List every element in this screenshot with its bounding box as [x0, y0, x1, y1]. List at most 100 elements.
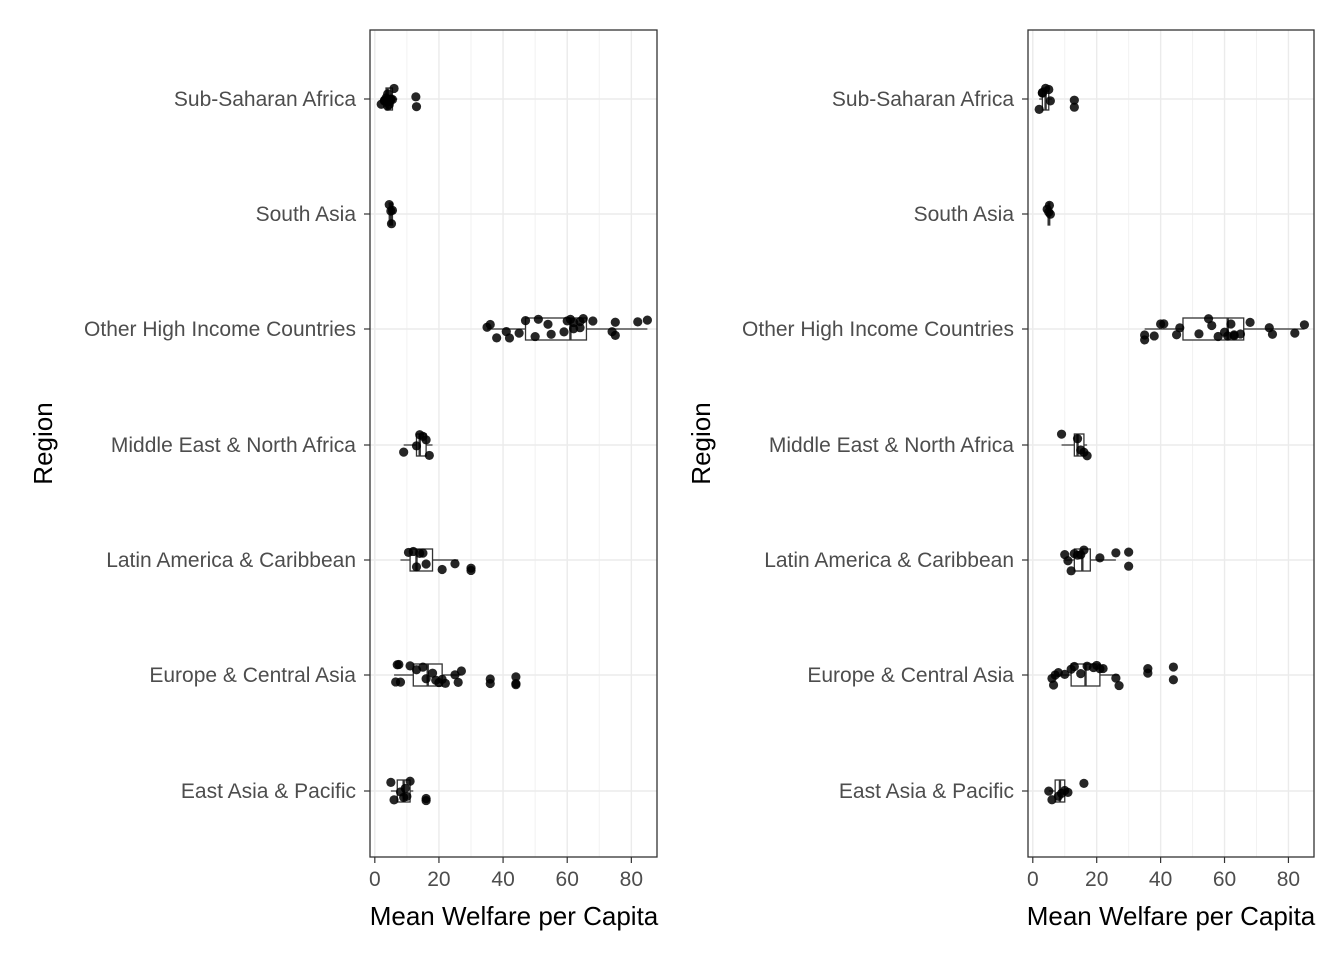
data-point [546, 329, 556, 339]
data-point [411, 441, 422, 451]
data-point [633, 317, 643, 327]
data-point [543, 319, 553, 329]
data-point [418, 548, 428, 558]
y-tick-label: South Asia [914, 203, 1015, 226]
data-point [1063, 787, 1073, 797]
data-point [411, 102, 422, 112]
y-tick-label: South Asia [256, 203, 357, 226]
data-point [386, 777, 396, 787]
data-point [1044, 786, 1054, 796]
data-point [1143, 668, 1153, 678]
x-tick-label: 20 [427, 868, 450, 891]
x-axis-title: Mean Welfare per Capita [1027, 901, 1316, 931]
data-point [1226, 319, 1236, 329]
data-point [1044, 200, 1055, 210]
y-tick-label: Sub-Saharan Africa [174, 88, 356, 111]
data-point [389, 795, 399, 805]
plot-panel [1028, 30, 1314, 857]
x-tick-label: 60 [1213, 868, 1236, 891]
data-point [1048, 680, 1059, 690]
x-axis-title: Mean Welfare per Capita [370, 901, 659, 931]
y-tick-label: Sub-Saharan Africa [832, 88, 1014, 111]
data-point [384, 96, 394, 107]
data-point [578, 313, 588, 324]
data-point [1079, 778, 1089, 788]
data-point [1066, 566, 1076, 576]
data-point [1082, 451, 1092, 461]
data-point [440, 678, 450, 688]
data-point [402, 791, 412, 802]
data-point [1076, 668, 1086, 679]
data-point [1069, 102, 1079, 112]
x-tick-label: 20 [1085, 868, 1108, 891]
data-point [520, 316, 531, 326]
data-point [1069, 661, 1079, 672]
data-point [1114, 680, 1124, 691]
data-point [485, 319, 495, 330]
data-point [389, 83, 399, 94]
data-point [485, 674, 495, 684]
data-point [1171, 330, 1182, 340]
data-point [1044, 84, 1054, 95]
data-point [437, 564, 447, 575]
data-point [421, 795, 431, 806]
x-tick-label: 40 [1149, 868, 1172, 891]
x-tick-label: 80 [620, 868, 643, 891]
data-point [1290, 328, 1300, 338]
data-point [1079, 545, 1089, 555]
data-point [1207, 320, 1217, 331]
panel-1: 0 20 40 60 80 Sub-Saharan Africa South Asia Oth… [28, 29, 659, 931]
data-point [511, 678, 521, 689]
data-point [421, 674, 431, 684]
data-point [504, 333, 515, 343]
data-point [511, 672, 521, 682]
data-point [559, 327, 569, 337]
y-tick-label: Europe & Central Asia [807, 664, 1014, 687]
data-point [450, 559, 460, 569]
data-point [399, 447, 409, 457]
data-point [1124, 561, 1134, 571]
x-tick-label: 0 [369, 868, 381, 891]
data-point [400, 783, 410, 793]
data-point [418, 662, 428, 672]
x-tick-label: 60 [556, 868, 579, 891]
x-tick-label: 80 [1277, 868, 1300, 891]
data-point [421, 435, 431, 445]
data-point [1095, 553, 1105, 563]
data-point [1111, 548, 1121, 558]
data-point [1045, 96, 1055, 106]
data-point [1060, 669, 1070, 679]
data-point [1149, 331, 1159, 341]
data-point [1168, 675, 1178, 685]
data-point [1124, 547, 1134, 557]
box-3 [1073, 433, 1085, 457]
data-point [492, 333, 502, 343]
data-point [386, 219, 397, 229]
data-point [1175, 323, 1185, 333]
data-point [1072, 434, 1083, 444]
data-point [530, 331, 540, 342]
y-axis-title: Region [686, 402, 716, 484]
y-tick-label: Latin America & Caribbean [764, 549, 1014, 572]
data-point [411, 92, 421, 102]
x-tick-label: 0 [1027, 868, 1039, 891]
data-point [588, 316, 598, 326]
panel-border [369, 29, 658, 858]
data-point [395, 677, 406, 687]
data-point [1245, 317, 1255, 327]
y-tick-label: Middle East & North Africa [111, 434, 356, 457]
data-point [1111, 673, 1121, 683]
data-point [1056, 429, 1067, 439]
data-point [1159, 319, 1169, 329]
data-point [456, 666, 466, 676]
y-tick-label: Latin America & Caribbean [106, 549, 356, 572]
data-point [1045, 209, 1055, 219]
data-point [1299, 320, 1310, 330]
data-point [1063, 556, 1073, 566]
data-point [466, 563, 476, 573]
data-point [394, 659, 404, 670]
data-point [1098, 663, 1108, 674]
y-tick-label: Other High Income Countries [742, 318, 1014, 341]
